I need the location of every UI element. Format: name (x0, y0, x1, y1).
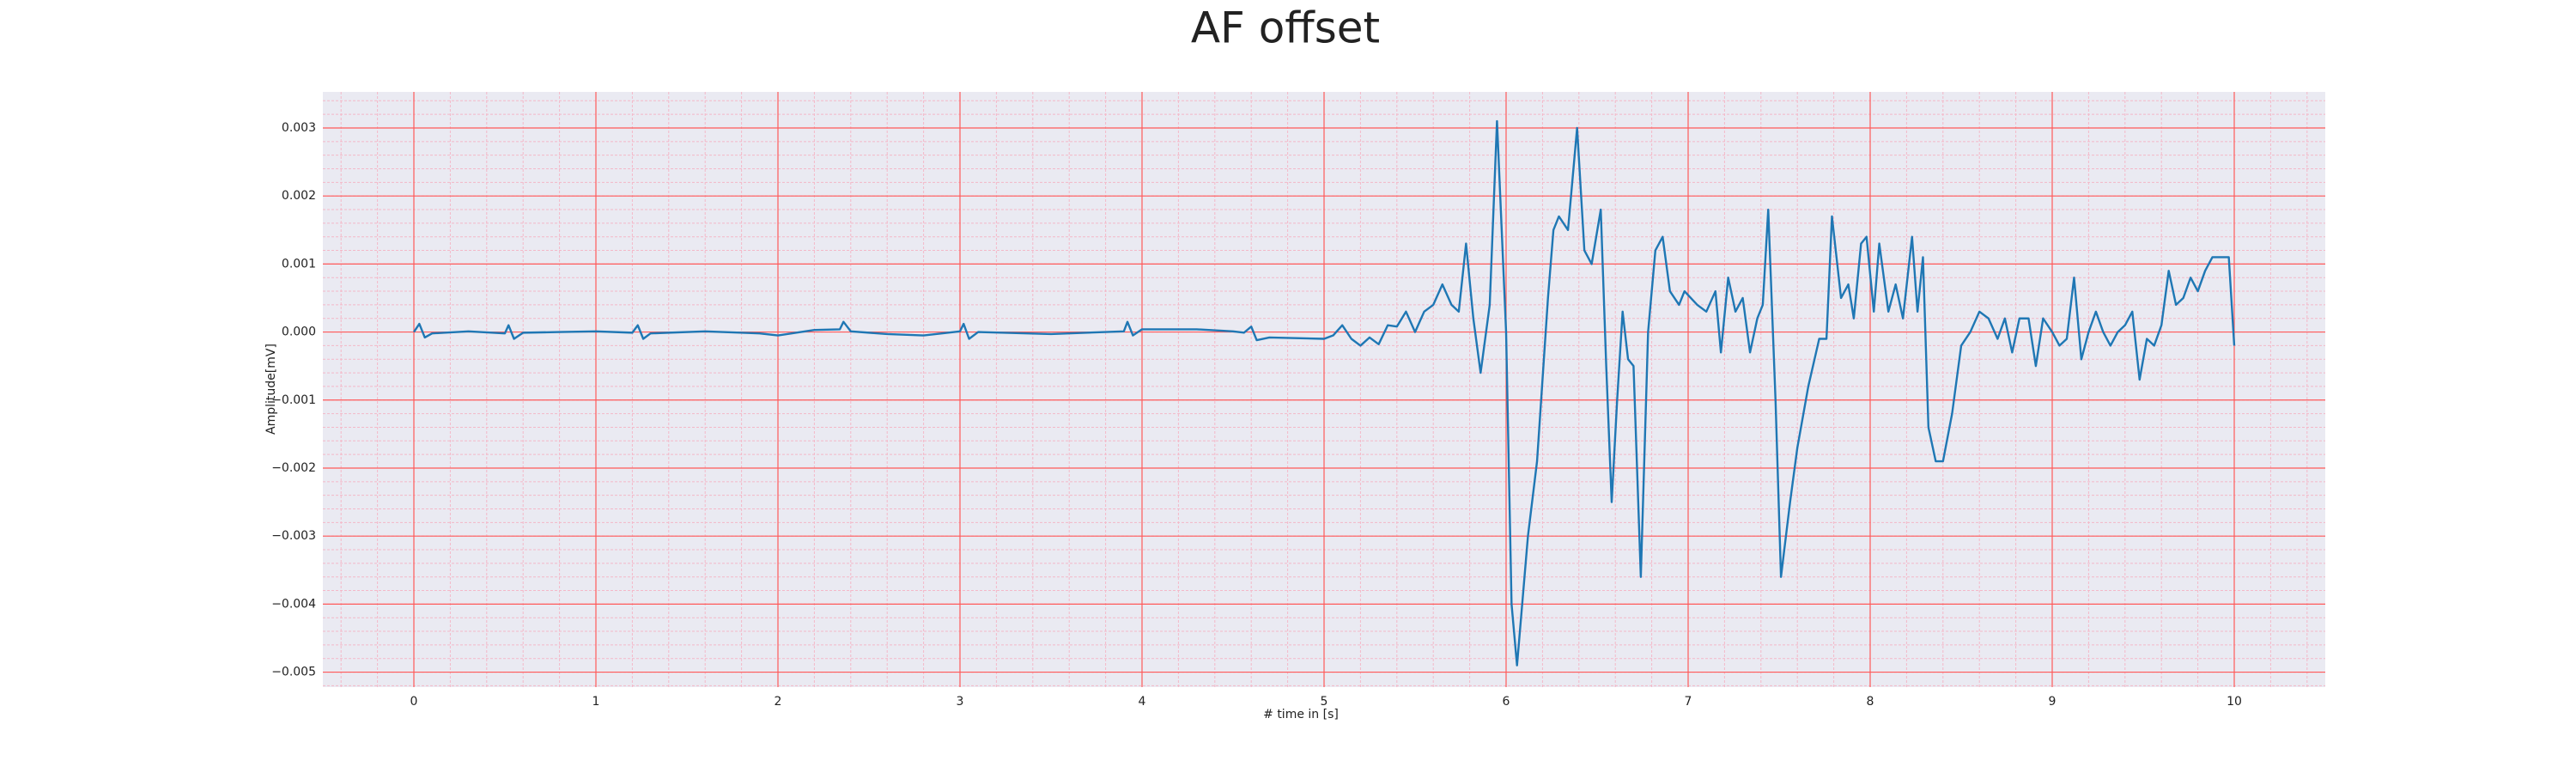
x-tick-label: 1 (592, 695, 600, 709)
y-tick-label: −0.003 (271, 529, 316, 543)
x-tick-label: 2 (775, 695, 782, 709)
y-tick-label: 0.003 (282, 121, 316, 135)
y-axis-label: Amplitude[mV] (264, 344, 278, 435)
y-tick-label: −0.004 (271, 597, 316, 611)
x-tick-label: 3 (957, 695, 964, 709)
x-axis-label: # time in [s] (1263, 708, 1339, 721)
x-tick-label: 0 (410, 695, 418, 709)
y-tick-label: −0.005 (271, 666, 316, 679)
y-tick-label: 0.002 (282, 189, 316, 203)
x-tick-label: 8 (1867, 695, 1874, 709)
y-tick-label: −0.001 (271, 393, 316, 407)
y-tick-label: −0.002 (271, 461, 316, 475)
line-series (413, 119, 2236, 666)
x-tick-label: 9 (2049, 695, 2057, 709)
x-tick-label: 10 (2227, 695, 2242, 709)
x-tick-label: 7 (1685, 695, 1692, 709)
y-tick-label: 0.000 (282, 326, 316, 339)
y-tick-label: 0.001 (282, 257, 316, 271)
x-tick-label: 4 (1139, 695, 1146, 709)
chart-title: AF offset (1191, 3, 1380, 53)
x-tick-label: 5 (1321, 695, 1328, 709)
x-tick-label: 6 (1503, 695, 1510, 709)
